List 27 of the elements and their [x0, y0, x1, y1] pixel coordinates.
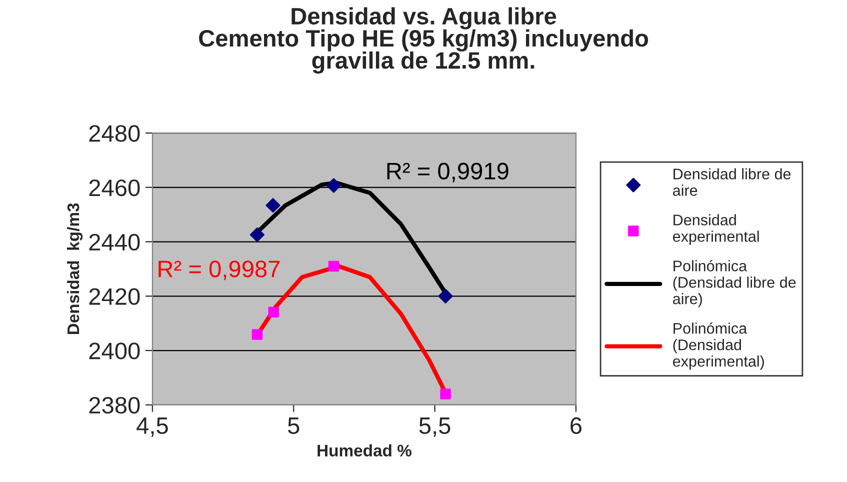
point [266, 198, 280, 213]
x-tick-label: 6 [570, 417, 582, 434]
annotation: R² = 0,9919 [387, 162, 508, 182]
y-tick-label: 2480 [89, 125, 140, 142]
point [440, 388, 451, 400]
chart-title: Densidad vs. Agua libre Cemento Tipo HE (95 kg/m3) incluyendo gravilla de 12.5 mm. [199, 7, 648, 74]
point [268, 306, 279, 318]
y-tick-label: 2440 [89, 234, 140, 251]
x-axis-title: Humedad % [318, 444, 412, 456]
x-tick-label: 5,5 [419, 418, 450, 437]
legend-label: Polinómica (Densidad experimental) [672, 322, 764, 370]
y-axis-title: Densidad kg/m3 [66, 203, 83, 334]
legend-label: Polinómica (Densidad libre de aire) [672, 260, 796, 308]
point [250, 227, 264, 242]
legend-label: Densidad experimental [672, 214, 759, 245]
x-tick-label: 5 [288, 418, 300, 434]
annotation: R² = 0,9987 [158, 260, 280, 280]
x-tick-label: 4,5 [136, 418, 168, 437]
y-tick-label: 2420 [89, 288, 140, 305]
y-tick-label: 2380 [89, 396, 140, 414]
point [252, 329, 263, 340]
point [328, 260, 340, 272]
y-tick-label: 2400 [89, 342, 140, 360]
legend-label: Densidad libre de aire [672, 168, 791, 196]
point [326, 178, 341, 193]
y-tick-label: 2460 [89, 179, 140, 196]
point [438, 288, 453, 304]
